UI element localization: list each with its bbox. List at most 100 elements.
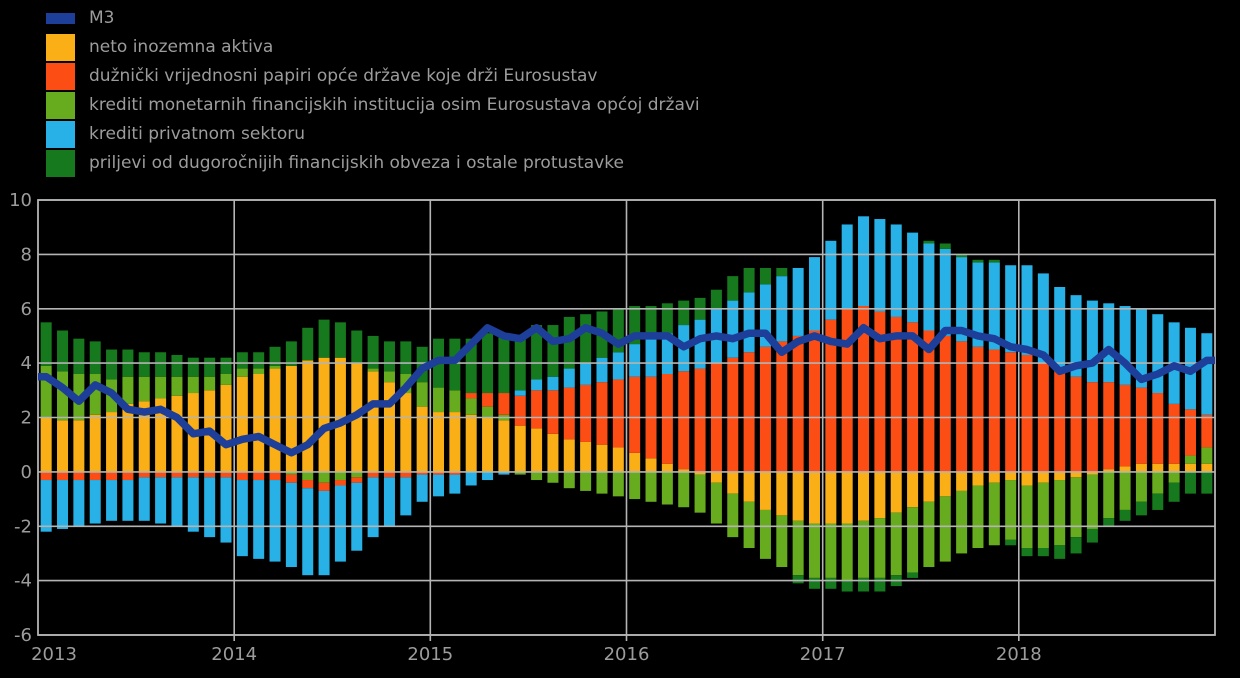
bar-segment	[727, 493, 739, 538]
bar-segment	[106, 412, 118, 472]
bar-segment	[400, 341, 412, 375]
bar-segment	[841, 224, 853, 309]
bar-segment	[1086, 528, 1098, 543]
bar-segment	[612, 308, 624, 353]
bar-segment	[1021, 354, 1033, 472]
bar-segment	[988, 259, 1000, 263]
bar-segment	[433, 412, 445, 472]
bar-segment	[416, 474, 428, 502]
bar-segment	[547, 325, 559, 377]
bar-segment	[498, 471, 510, 475]
bar-segment	[923, 243, 935, 331]
bar-segment	[400, 471, 412, 478]
x-tick-label: 2016	[604, 644, 650, 665]
bar-segment	[1103, 471, 1115, 519]
bar-segment	[956, 254, 968, 258]
bar-segment	[220, 477, 232, 543]
bar-segment	[155, 471, 167, 478]
bar-segment	[40, 322, 52, 366]
bar-segment	[285, 482, 297, 568]
bar-segment	[841, 523, 853, 581]
bar-segment	[1054, 287, 1066, 372]
bar-segment	[972, 346, 984, 472]
bar-segment	[236, 376, 248, 472]
bar-segment	[694, 474, 706, 513]
bar-segment	[285, 474, 297, 483]
bar-segment	[907, 507, 919, 573]
bar-segment	[808, 257, 820, 331]
bar-segment	[825, 240, 837, 320]
bar-segment	[449, 338, 461, 391]
bar-segment	[1005, 471, 1017, 481]
bar-segment	[1135, 463, 1147, 472]
bar-segment	[563, 387, 575, 440]
bar-segment	[858, 306, 870, 472]
bar-segment	[106, 471, 118, 481]
bar-segment	[580, 314, 592, 364]
bar-segment	[727, 300, 739, 358]
legend-item-m3: M3	[46, 4, 700, 32]
bar-segment	[318, 490, 330, 576]
bar-segment	[694, 368, 706, 472]
bar-segment	[808, 330, 820, 472]
bar-segment	[57, 471, 69, 481]
y-tick-label: 2	[21, 408, 32, 429]
bar-segment	[792, 267, 804, 336]
bar-segment	[253, 352, 265, 369]
bar-segment	[40, 480, 52, 532]
x-tick-label: 2015	[407, 644, 453, 665]
bar-segment	[318, 471, 330, 483]
bar-segment	[57, 371, 69, 421]
bar-segment	[400, 477, 412, 516]
bar-segment	[334, 471, 346, 481]
bar-segment	[563, 368, 575, 388]
bar-segment	[1070, 537, 1082, 554]
bar-segment	[383, 477, 395, 527]
bar-segment	[204, 471, 216, 478]
m3-line	[38, 324, 1215, 457]
bar-segment	[874, 219, 886, 312]
bar-segment	[661, 333, 673, 374]
bar-segment	[645, 471, 657, 502]
bar-segment	[678, 469, 690, 472]
bar-segment	[302, 360, 314, 472]
bar-segment	[465, 398, 477, 415]
bar-segment	[678, 371, 690, 470]
bar-segment	[171, 354, 183, 377]
bar-segment	[318, 482, 330, 491]
bar-segment	[155, 352, 167, 377]
bar-segment	[155, 376, 167, 399]
bar-segment	[1168, 471, 1180, 483]
bar-segment	[710, 471, 722, 483]
bar-segment	[956, 471, 968, 491]
bar-segment	[808, 577, 820, 589]
y-tick-label: -4	[14, 571, 32, 592]
bar-segment	[449, 474, 461, 494]
bar-segment	[563, 316, 575, 369]
bar-segment	[138, 376, 150, 402]
bar-segment	[1152, 314, 1164, 394]
bar-segment	[874, 577, 886, 592]
bar-segment	[269, 480, 281, 562]
bar-segment	[858, 471, 870, 521]
bar-segment	[743, 292, 755, 353]
bar-segment	[171, 395, 183, 472]
bar-segment	[187, 477, 199, 532]
bar-segment	[253, 480, 265, 559]
bar-segment	[596, 471, 608, 494]
plot-frame	[37, 199, 1216, 636]
bar-segment	[449, 412, 461, 472]
bar-segment	[383, 382, 395, 472]
bar-segment	[645, 306, 657, 339]
bar-segment	[1119, 471, 1131, 510]
bar-segment	[1070, 295, 1082, 377]
bar-segment	[1037, 482, 1049, 548]
bar-segment	[841, 308, 853, 472]
bar-segment	[138, 477, 150, 521]
legend-label-mfi-credit-gov: krediti monetarnih financijskih instituc…	[89, 95, 700, 115]
bar-segment	[1037, 471, 1049, 483]
bar-segment	[367, 471, 379, 478]
bar-segment	[334, 357, 346, 472]
